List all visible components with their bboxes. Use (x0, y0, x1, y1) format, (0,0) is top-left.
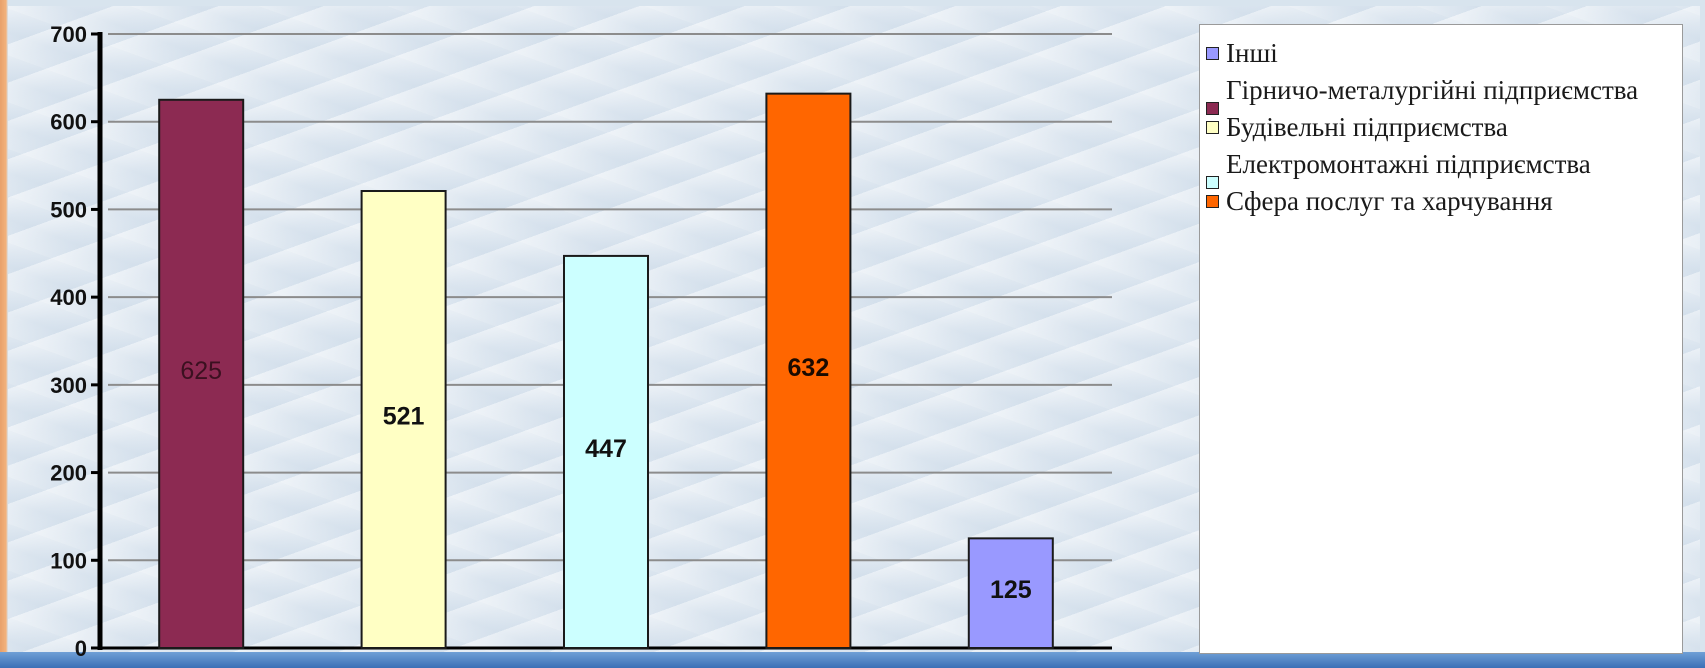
bar-1 (158, 98, 245, 650)
chart-legend: Інші Гірничо-металургійні підприємства Буд… (1199, 24, 1683, 654)
y-tick-label: 500 (50, 197, 87, 222)
bar-5 (967, 537, 1054, 649)
legend-swatch (1206, 121, 1219, 134)
bar-data-label: 125 (990, 576, 1032, 604)
y-tick-label: 0 (75, 636, 87, 661)
legend-item: Сфера послуг та харчування (1206, 183, 1676, 220)
legend-label: Електромонтажні підприємства (1226, 149, 1591, 179)
legend-item: Електромонтажні підприємства (1206, 146, 1676, 189)
legend-swatch (1206, 195, 1219, 208)
y-tick-label: 100 (50, 548, 87, 573)
bar-data-label: 521 (383, 403, 425, 431)
bar-3 (563, 254, 649, 649)
legend-item: Будівельні підприємства (1206, 109, 1676, 146)
legend-swatch (1206, 176, 1219, 189)
legend-label: Інші (1226, 38, 1278, 68)
y-tick-label: 600 (50, 110, 87, 135)
legend-item: Гірничо-металургійні підприємства (1206, 72, 1676, 115)
bar-data-label: 632 (788, 354, 830, 382)
bar-data-label: 625 (180, 357, 222, 385)
legend-label: Сфера послуг та харчування (1226, 186, 1553, 216)
bar-data-label: 447 (585, 435, 627, 463)
bar-2 (360, 190, 447, 649)
y-tick-label: 300 (50, 373, 87, 398)
legend-swatch (1206, 102, 1219, 115)
slide-bottom-band (0, 652, 1705, 668)
y-tick-label: 700 (50, 22, 87, 47)
y-tick-label: 400 (50, 285, 87, 310)
bar-4 (765, 92, 852, 650)
legend-label: Гірничо-металургійні підприємства (1226, 75, 1639, 105)
y-tick-label: 200 (50, 461, 87, 486)
legend-swatch (1206, 47, 1219, 60)
legend-label: Будівельні підприємства (1226, 112, 1508, 142)
legend-item: Інші (1206, 35, 1676, 72)
